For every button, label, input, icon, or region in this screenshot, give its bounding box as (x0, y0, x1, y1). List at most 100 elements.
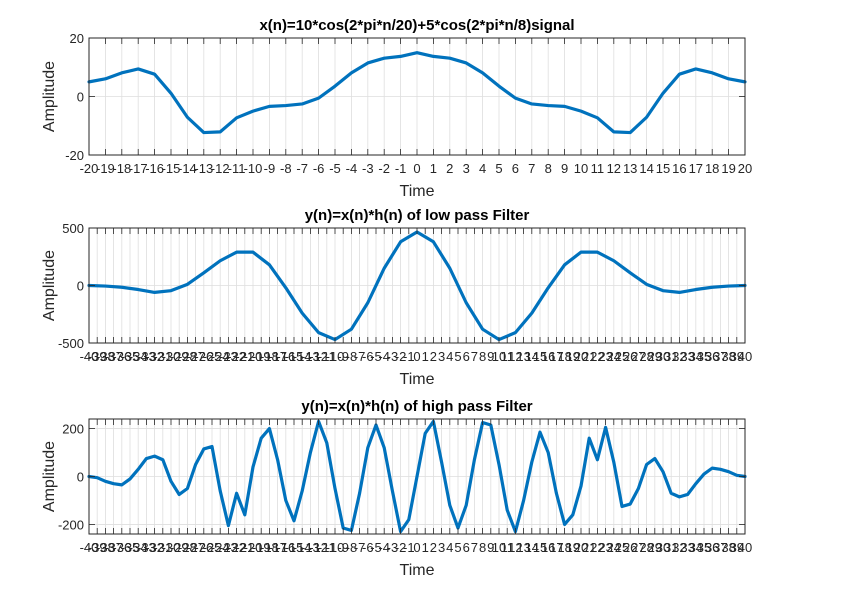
x-tick-label: -40 (80, 349, 99, 364)
x-tick-label: -14 (293, 349, 312, 364)
x-tick-label: 26 (623, 540, 637, 555)
x-tick-label: -18 (260, 540, 279, 555)
x-tick-label: -2 (378, 161, 390, 176)
x-tick-label: -23 (219, 349, 238, 364)
x-tick-label: -17 (268, 540, 287, 555)
x-tick-label: 21 (582, 540, 596, 555)
y-tick-label: 0 (77, 279, 84, 294)
x-tick-label: -26 (194, 349, 213, 364)
x-axis-label: Time (400, 183, 435, 200)
y-tick-label: -500 (58, 336, 84, 351)
x-tick-label: -2 (395, 349, 407, 364)
x-tick-label: 29 (648, 540, 662, 555)
x-tick-label: 6 (463, 349, 470, 364)
x-tick-label: -39 (88, 540, 107, 555)
x-tick-label: -29 (170, 349, 189, 364)
x-tick-label: 27 (631, 540, 645, 555)
x-tick-label: 22 (590, 349, 604, 364)
x-tick-label: 21 (582, 349, 596, 364)
x-tick-label: -31 (153, 349, 172, 364)
x-tick-label: -8 (346, 540, 358, 555)
x-tick-label: 1 (422, 349, 429, 364)
x-tick-label: 18 (557, 540, 571, 555)
x-tick-label: -36 (112, 349, 131, 364)
x-tick-label: 13 (623, 161, 637, 176)
x-tick-label: -19 (252, 349, 271, 364)
series-line-1 (87, 51, 747, 135)
x-tick-label: 24 (607, 349, 621, 364)
x-tick-label: 32 (672, 540, 686, 555)
x-tick-label: -13 (301, 540, 320, 555)
x-tick-label: -11 (318, 540, 336, 555)
x-tick-label: -13 (194, 161, 213, 176)
x-tick-label: 20 (574, 540, 588, 555)
x-tick-label: 34 (689, 540, 703, 555)
chart-title: y(n)=x(n)*h(n) of low pass Filter (305, 207, 530, 224)
x-tick-label: -27 (186, 540, 205, 555)
x-tick-label: -19 (252, 540, 271, 555)
x-tick-label: -25 (203, 540, 222, 555)
x-tick-label: 39 (730, 540, 744, 555)
x-tick-label: 4 (446, 540, 453, 555)
x-tick-label: 37 (713, 349, 727, 364)
x-tick-label: 25 (615, 540, 629, 555)
x-tick-label: -26 (194, 540, 213, 555)
x-tick-label: -5 (329, 161, 341, 176)
x-tick-label: 15 (533, 349, 547, 364)
x-tick-label: 29 (648, 349, 662, 364)
x-tick-label: 35 (697, 349, 711, 364)
x-tick-label: -30 (162, 540, 181, 555)
x-tick-label: -20 (244, 540, 263, 555)
x-tick-label: -27 (186, 349, 205, 364)
x-tick-label: -4 (378, 349, 390, 364)
x-tick-label: -7 (354, 349, 366, 364)
x-tick-label: 7 (471, 540, 478, 555)
x-tick-label: 24 (607, 540, 621, 555)
x-tick-label: 36 (705, 540, 719, 555)
x-tick-label: -23 (219, 540, 238, 555)
x-tick-label: -6 (362, 540, 374, 555)
x-tick-label: 28 (639, 349, 653, 364)
x-tick-label: -8 (280, 161, 292, 176)
x-tick-label: 10 (574, 161, 588, 176)
x-tick-label: -24 (211, 540, 230, 555)
x-tick-label: -24 (211, 349, 230, 364)
x-tick-label: 33 (680, 349, 694, 364)
x-tick-label: -20 (80, 161, 99, 176)
x-tick-label: -17 (268, 349, 287, 364)
y-tick-label: 200 (62, 422, 84, 437)
x-tick-label: 13 (516, 540, 530, 555)
x-tick-label: -21 (235, 540, 254, 555)
x-tick-label: -4 (378, 540, 390, 555)
x-tick-label: 15 (533, 540, 547, 555)
x-tick-label: 27 (631, 349, 645, 364)
x-tick-label: 6 (463, 540, 470, 555)
x-tick-label: 0 (413, 161, 420, 176)
x-tick-label: 5 (454, 349, 461, 364)
x-tick-label: 14 (525, 540, 539, 555)
x-tick-label: -22 (227, 540, 246, 555)
x-tick-label: 5 (495, 161, 502, 176)
x-tick-label: -37 (104, 540, 123, 555)
x-tick-label: 32 (672, 349, 686, 364)
x-tick-label: 26 (623, 349, 637, 364)
x-tick-label: -35 (121, 349, 140, 364)
x-tick-label: 35 (697, 540, 711, 555)
x-tick-label: 34 (689, 349, 703, 364)
x-tick-label: -40 (80, 540, 99, 555)
x-tick-label: 1 (422, 540, 429, 555)
x-tick-label: 23 (598, 540, 612, 555)
x-tick-label: -33 (137, 540, 156, 555)
x-tick-label: 7 (471, 349, 478, 364)
x-tick-label: 4 (446, 349, 453, 364)
x-tick-label: -9 (337, 349, 349, 364)
x-tick-label: -32 (145, 540, 164, 555)
x-tick-label: -16 (276, 540, 295, 555)
x-tick-label: 7 (528, 161, 535, 176)
x-tick-label: -25 (203, 349, 222, 364)
x-tick-label: -11 (318, 349, 336, 364)
x-tick-label: 9 (487, 349, 494, 364)
x-tick-label: 10 (492, 540, 506, 555)
x-axis-label: Time (400, 562, 435, 579)
